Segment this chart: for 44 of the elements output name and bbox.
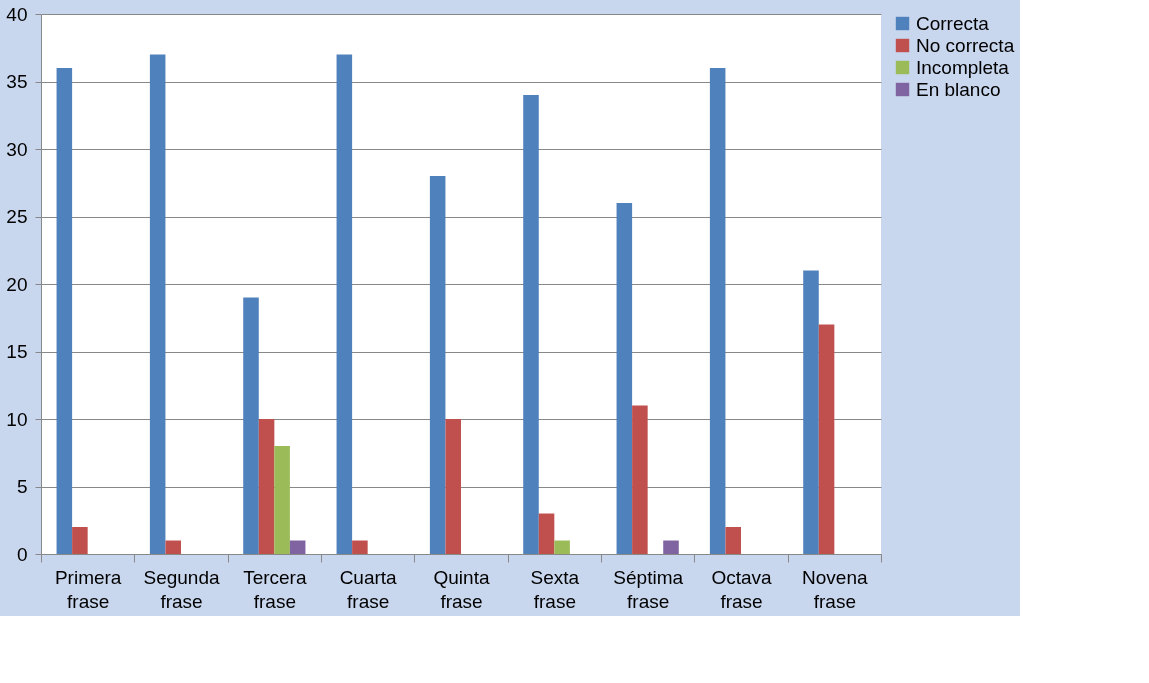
y-tick-label: 15 — [6, 341, 28, 362]
y-tick-label: 40 — [6, 3, 28, 25]
x-tick-label: Quinta frase — [433, 566, 490, 612]
bar — [274, 446, 290, 554]
bar — [72, 527, 88, 554]
y-tick-label: 20 — [6, 273, 28, 295]
bar — [803, 270, 819, 554]
bar — [352, 540, 368, 554]
x-tick-label: Octava frase — [711, 566, 773, 612]
legend-label: No correcta — [916, 34, 1015, 56]
bar — [663, 540, 679, 554]
y-tick-label: 10 — [6, 408, 28, 430]
x-tick-label: Tercera frase — [243, 566, 307, 612]
bar — [429, 176, 446, 554]
x-tick-label: Séptima frase — [613, 566, 684, 612]
bar — [336, 54, 353, 554]
y-tick-label: 0 — [16, 543, 28, 565]
legend-label: En blanco — [916, 78, 1001, 100]
bar — [725, 527, 741, 554]
legend-label: Incompleta — [916, 56, 1010, 78]
bar — [538, 513, 555, 554]
y-tick-label: 25 — [6, 206, 28, 227]
x-tick-label: Primera frase — [54, 566, 122, 612]
bar — [289, 540, 306, 554]
bar — [445, 419, 461, 554]
y-tick-label: 30 — [6, 138, 28, 160]
bar — [165, 540, 181, 554]
bar — [616, 203, 633, 554]
x-tick-label: Cuarta frase — [339, 566, 398, 612]
bar — [243, 297, 259, 554]
bar — [258, 419, 275, 554]
bar — [632, 405, 648, 554]
bar — [56, 68, 73, 554]
x-tick-label: Segunda frase — [143, 566, 220, 612]
legend-label: Correcta — [916, 12, 990, 34]
bar — [554, 540, 570, 554]
x-tick-label: Novena frase — [802, 566, 869, 612]
bar — [709, 68, 726, 554]
bar — [149, 54, 166, 554]
y-tick-label: 5 — [16, 476, 28, 497]
bar — [523, 95, 539, 554]
y-tick-label: 35 — [6, 71, 28, 92]
x-tick-label: Sexta frase — [530, 566, 580, 612]
bar — [818, 324, 835, 554]
